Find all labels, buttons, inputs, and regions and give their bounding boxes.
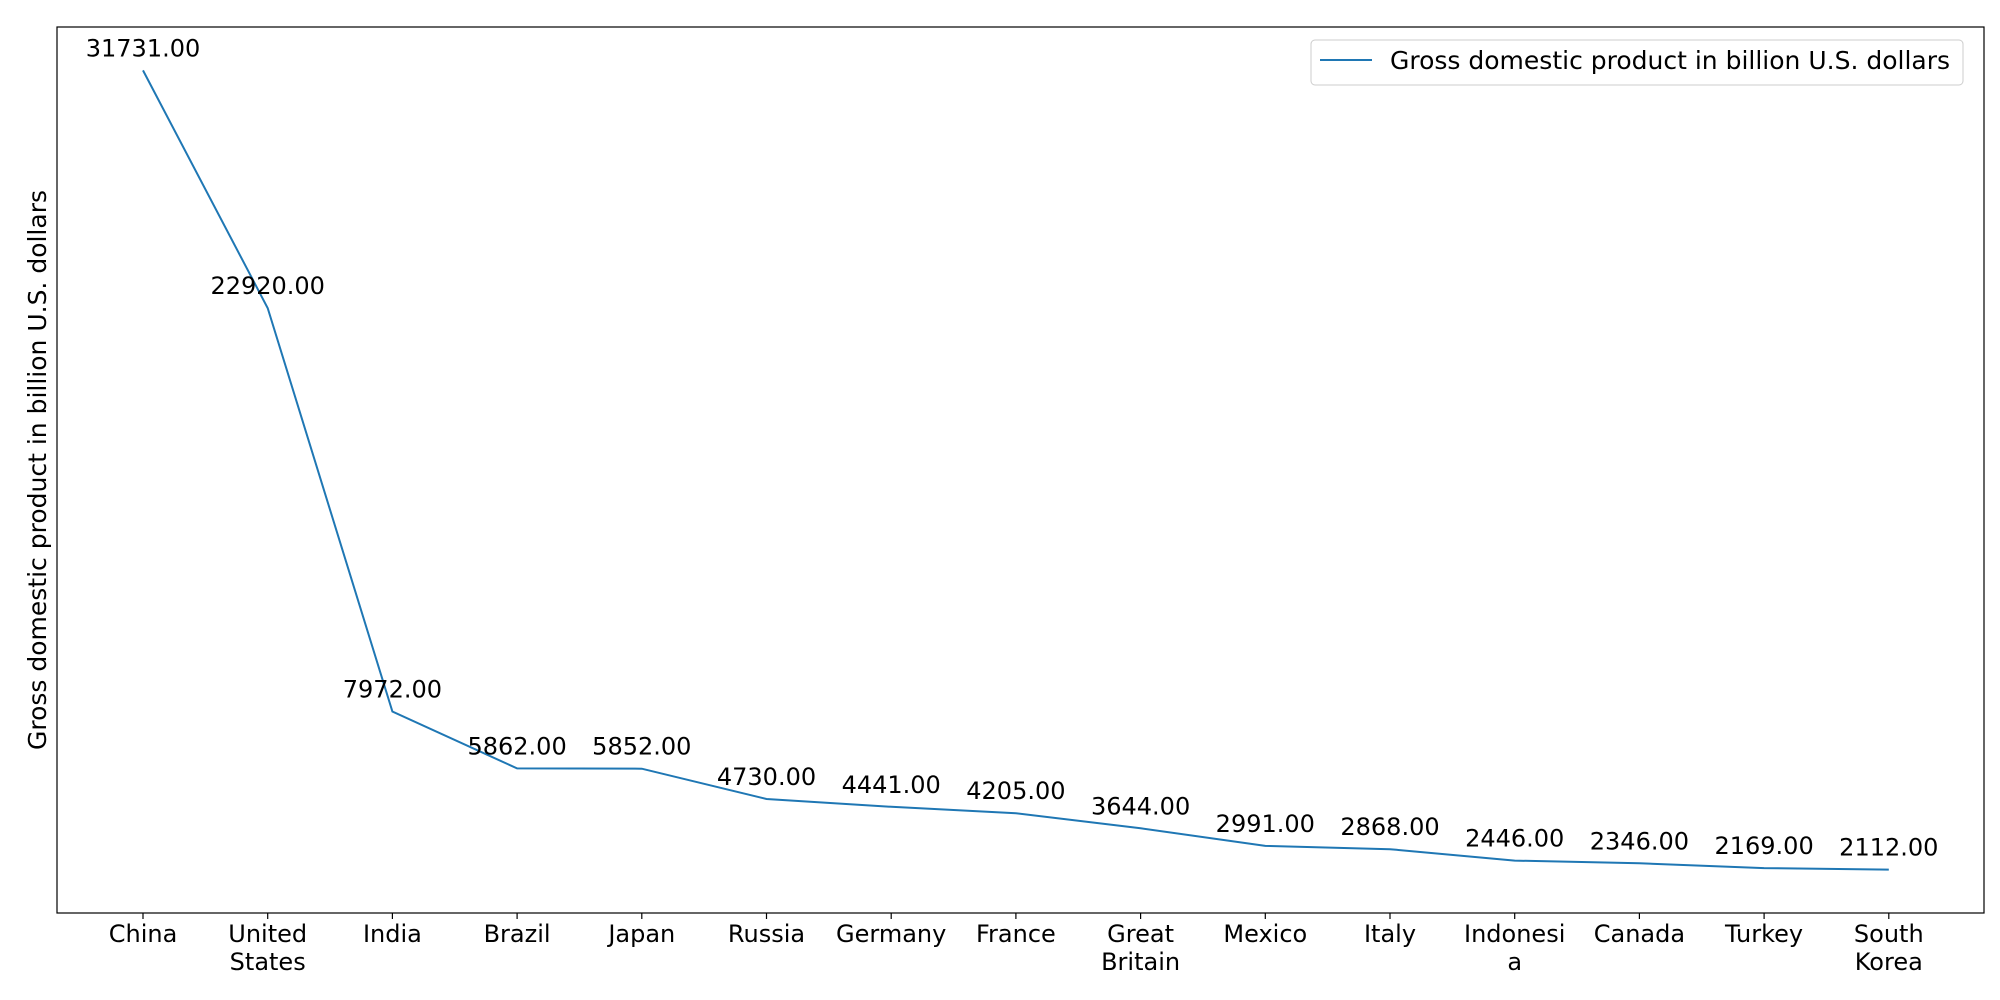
x-tick-label: Indonesi a [1464, 920, 1565, 976]
x-tick-label: Japan [606, 920, 675, 948]
data-label: 5862.00 [467, 732, 566, 760]
plot-area [56, 26, 1985, 914]
x-tick-label: Turkey [1724, 920, 1803, 948]
data-label: 5852.00 [592, 733, 691, 761]
data-label: 2112.00 [1839, 834, 1938, 862]
data-label: 2446.00 [1465, 825, 1564, 853]
data-label: 2346.00 [1590, 827, 1689, 855]
data-label: 7972.00 [343, 676, 442, 704]
data-label: 3644.00 [1091, 792, 1190, 820]
data-label: 2169.00 [1714, 832, 1813, 860]
x-tick-label: United States [228, 920, 307, 976]
x-tick-label: Canada [1594, 920, 1685, 948]
data-label: 2991.00 [1216, 810, 1315, 838]
x-tick-label: Russia [728, 920, 805, 948]
data-label: 2868.00 [1340, 813, 1439, 841]
x-tick-label: France [976, 920, 1056, 948]
data-label: 22920.00 [210, 272, 325, 300]
x-tick-label: Great Britain [1101, 920, 1180, 976]
data-label: 4730.00 [717, 763, 816, 791]
x-tick-label: Brazil [484, 920, 551, 948]
x-tick-label: Italy [1364, 920, 1416, 948]
x-tick-label: Germany [836, 920, 946, 948]
data-label: 4205.00 [966, 777, 1065, 805]
legend: Gross domestic product in billion U.S. d… [1310, 39, 1964, 86]
data-label: 31731.00 [86, 34, 201, 62]
x-tick-label: China [109, 920, 178, 948]
x-tick-label: Mexico [1223, 920, 1307, 948]
legend-label: Gross domestic product in billion U.S. d… [1390, 46, 1950, 75]
legend-box [1310, 39, 1964, 86]
data-label: 4441.00 [842, 771, 941, 799]
y-axis-label: Gross domestic product in billion U.S. d… [23, 190, 52, 750]
series-line [142, 69, 1889, 871]
x-tick-label: South Korea [1854, 920, 1924, 976]
x-tick-label: India [363, 920, 422, 948]
